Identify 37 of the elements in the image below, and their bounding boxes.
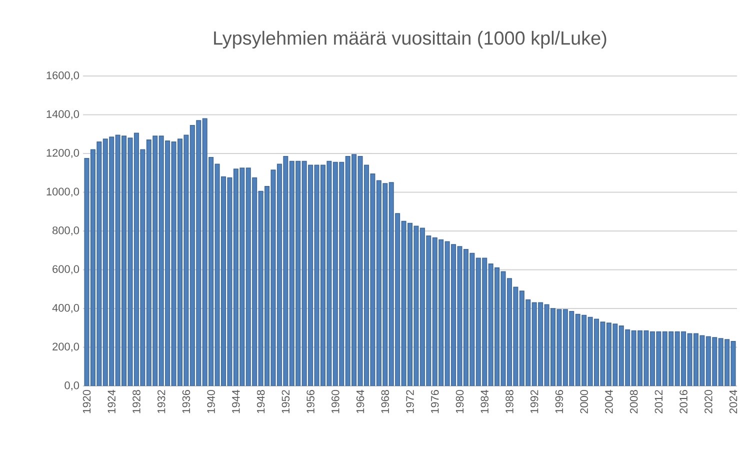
x-tick-label: 1992 bbox=[530, 390, 538, 414]
x-tick-label: 2020 bbox=[704, 390, 712, 414]
x-tick-label: 1928 bbox=[132, 390, 140, 414]
x-tick-label: 1952 bbox=[282, 390, 290, 414]
x-tick-label: 1920 bbox=[82, 390, 91, 414]
x-tick-label: 1984 bbox=[480, 390, 488, 414]
x-tick-label: 1960 bbox=[332, 390, 340, 414]
x-tick-label: 1980 bbox=[456, 390, 464, 414]
x-tick-label: 1936 bbox=[182, 390, 190, 414]
x-tick-label: 2004 bbox=[605, 390, 613, 414]
x-tick-label: 1996 bbox=[555, 390, 564, 414]
x-tick-label: 1956 bbox=[306, 390, 314, 414]
x-tick-label: 1932 bbox=[157, 390, 166, 414]
y-tick-label: 200,0 bbox=[52, 342, 80, 352]
y-tick-label: 1600,0 bbox=[46, 71, 80, 81]
x-tick-label: 1964 bbox=[356, 390, 364, 414]
x-tick-label: 2008 bbox=[630, 390, 638, 414]
x-tick-label: 1944 bbox=[232, 390, 240, 414]
y-tick-label: 1000,0 bbox=[46, 188, 80, 197]
x-tick-label: 1972 bbox=[406, 390, 414, 414]
y-tick-label: 600,0 bbox=[52, 265, 80, 274]
y-tick-label: 400,0 bbox=[52, 304, 80, 314]
x-tick-label: 2016 bbox=[680, 390, 688, 414]
x-tick-label: 1948 bbox=[256, 390, 265, 414]
x-tick-label: 2000 bbox=[580, 390, 588, 414]
x-tick-label: 1940 bbox=[207, 390, 215, 414]
y-tick-label: 0,0 bbox=[64, 381, 80, 391]
chart-title: Lypsylehmien määrä vuosittain (1000 kpl/Luke) bbox=[214, 30, 606, 48]
y-tick-label: 1200,0 bbox=[46, 148, 80, 158]
x-tick-label: 1988 bbox=[506, 390, 514, 414]
y-tick-label: 800,0 bbox=[52, 226, 80, 236]
x-tick-label: 1968 bbox=[381, 390, 390, 414]
y-tick-label: 1400,0 bbox=[46, 110, 80, 120]
x-tick-label: 2024 bbox=[729, 390, 738, 414]
x-tick-label: 2012 bbox=[654, 390, 663, 414]
x-tick-label: 1976 bbox=[431, 390, 439, 414]
x-tick-label: 1924 bbox=[108, 390, 116, 414]
